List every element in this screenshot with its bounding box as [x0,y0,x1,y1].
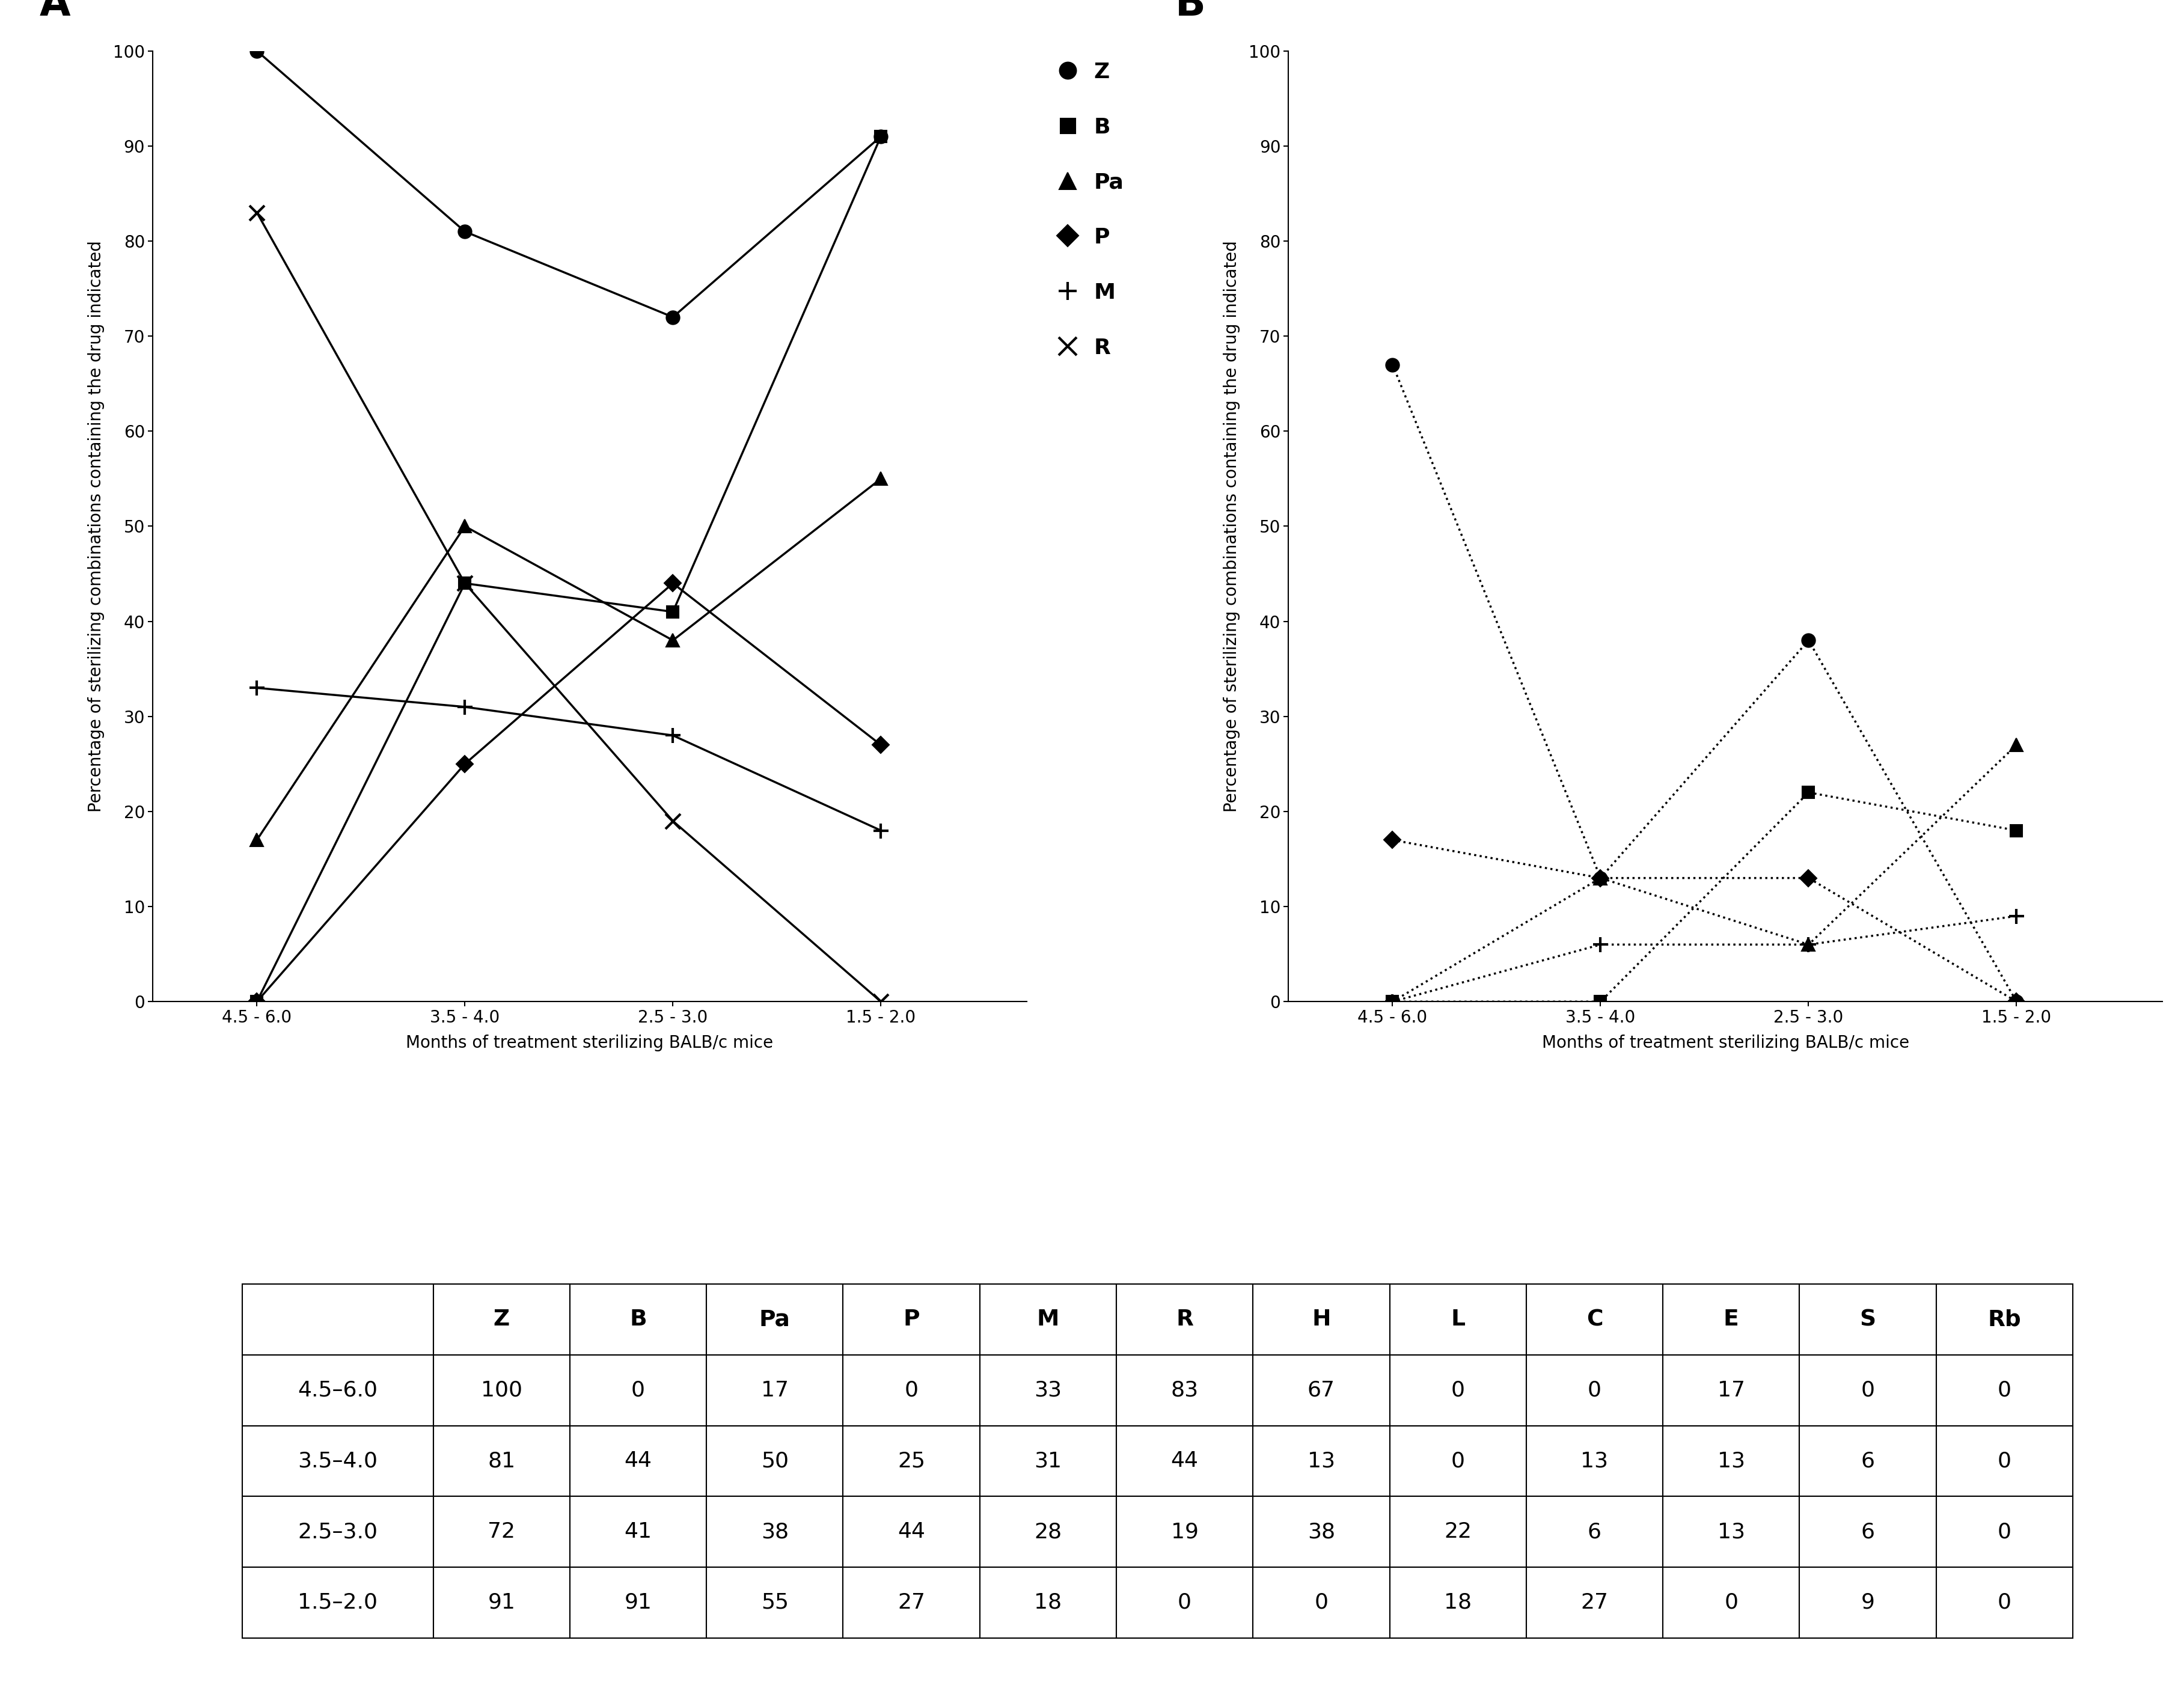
Text: A: A [39,0,70,24]
Legend: Z, B, Pa, P, M, R: Z, B, Pa, P, M, R [1055,61,1125,358]
X-axis label: Months of treatment sterilizing BALB/c mice: Months of treatment sterilizing BALB/c m… [406,1035,773,1052]
Text: B: B [1175,0,1206,24]
Y-axis label: Percentage of sterilizing combinations containing the drug indicated: Percentage of sterilizing combinations c… [1223,241,1241,813]
X-axis label: Months of treatment sterilizing BALB/c mice: Months of treatment sterilizing BALB/c m… [1542,1035,1909,1052]
Y-axis label: Percentage of sterilizing combinations containing the drug indicated: Percentage of sterilizing combinations c… [87,241,105,813]
